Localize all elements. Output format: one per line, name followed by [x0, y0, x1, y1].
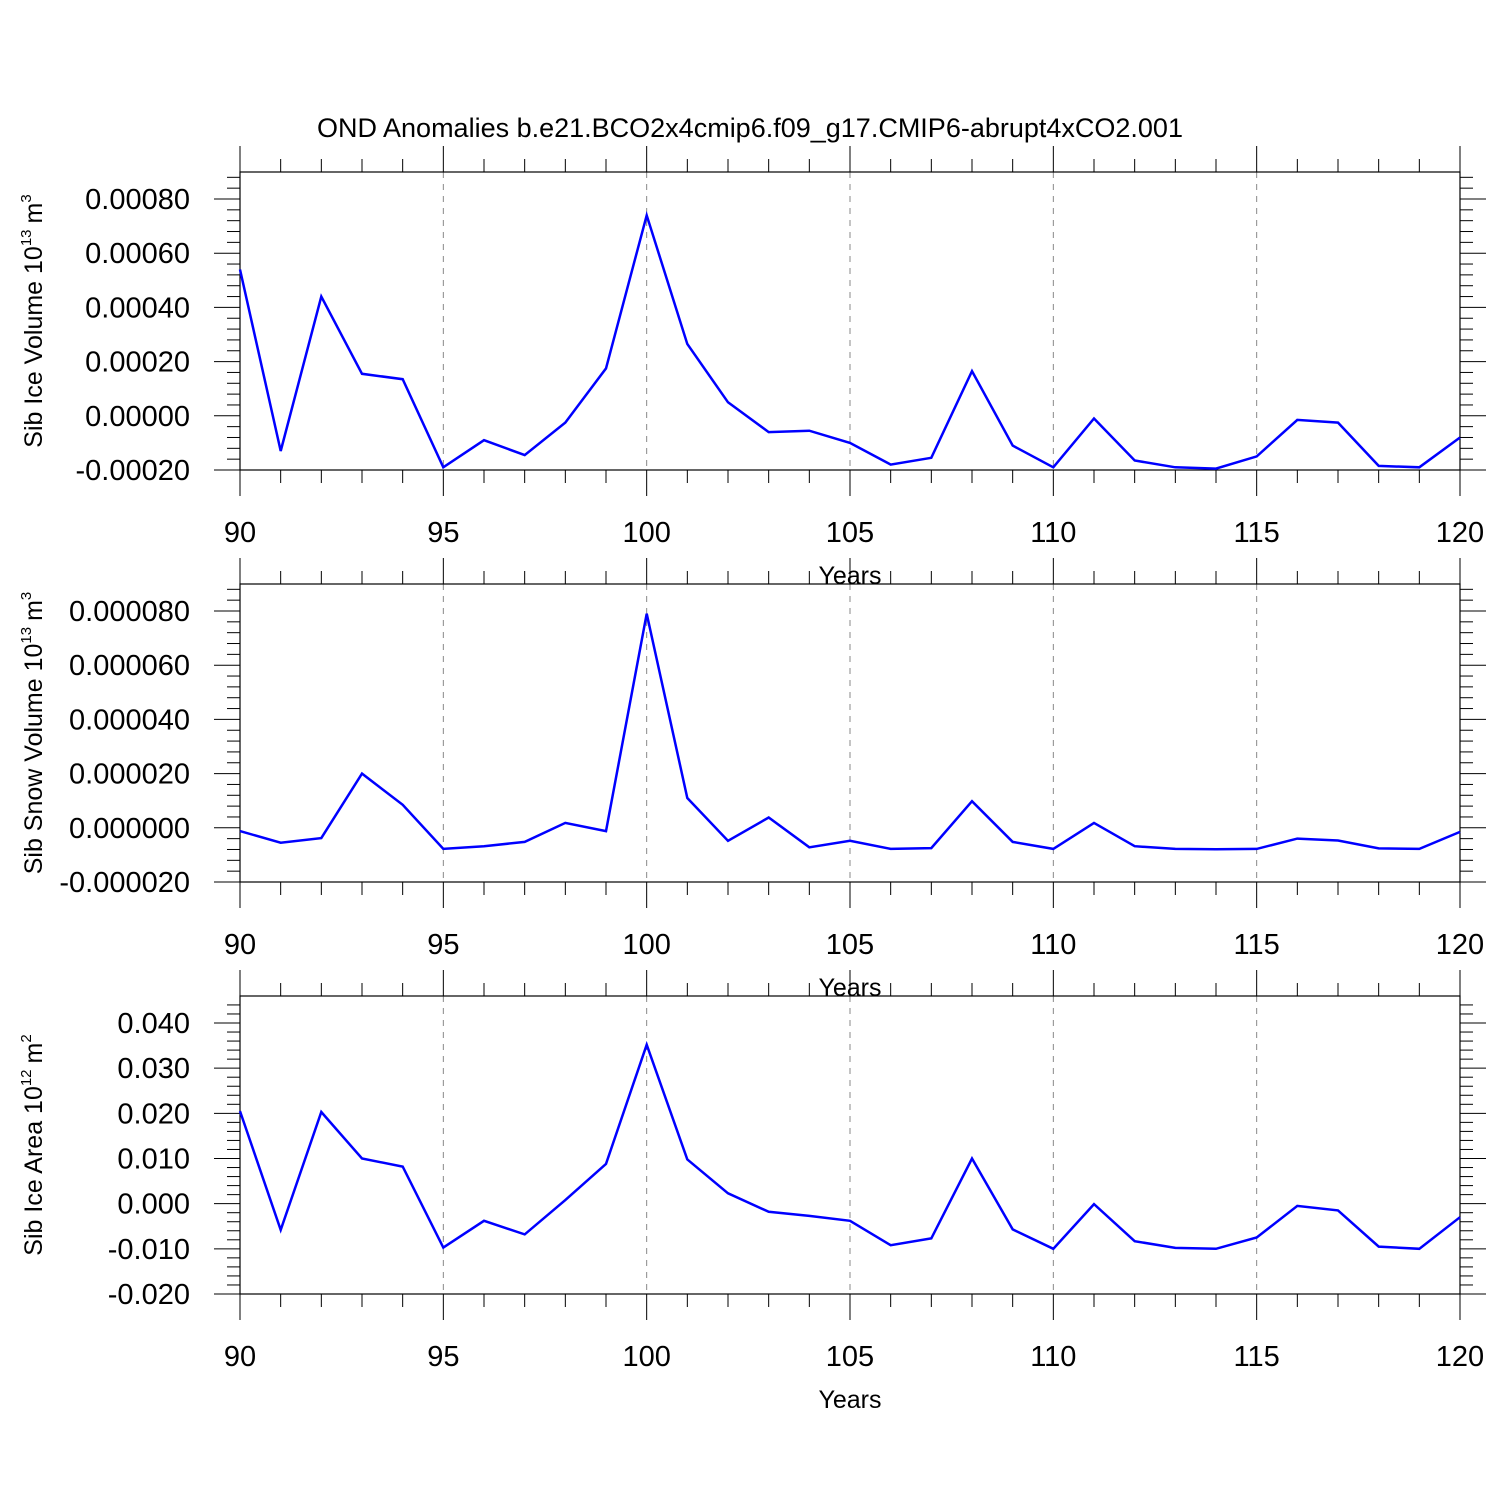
x-tick-label: 110 — [1030, 1341, 1076, 1373]
y-axis-label-unit: m — [20, 1043, 48, 1064]
y-tick-label: 0.000000 — [69, 813, 190, 845]
y-tick-label: 0.00040 — [85, 292, 190, 324]
x-tick-label: 90 — [224, 1341, 256, 1373]
x-tick-label: 95 — [427, 1341, 459, 1373]
y-axis-label-exponent: 12 — [18, 1069, 35, 1086]
x-axis-label: Years — [818, 1386, 881, 1414]
x-tick-label: 115 — [1234, 1341, 1280, 1373]
y-axis-label-unit: m — [20, 203, 48, 224]
x-tick-label: 120 — [1436, 1341, 1484, 1373]
x-tick-label: 120 — [1436, 517, 1484, 549]
y-tick-label: -0.020 — [108, 1279, 190, 1311]
y-tick-label: 0.00020 — [85, 347, 190, 379]
y-axis-label-text: Sib Ice Area 10 — [20, 1086, 48, 1256]
chart-title: OND Anomalies b.e21.BCO2x4cmip6.f09_g17.… — [317, 113, 1183, 143]
x-tick-label: 100 — [622, 517, 670, 549]
y-tick-label: -0.00020 — [76, 455, 191, 487]
x-tick-label: 120 — [1436, 929, 1484, 961]
x-tick-label: 100 — [622, 1341, 670, 1373]
y-axis-label-text: Sib Snow Volume 10 — [20, 644, 48, 875]
y-tick-label: -0.010 — [108, 1234, 190, 1266]
panel-1: 90 95 100 105 110 115 120Years-0.000200.000000… — [18, 146, 1486, 590]
x-tick-label: 105 — [826, 517, 874, 549]
series-line — [239, 613, 1461, 851]
y-axis-label-unit-exponent: 2 — [18, 1034, 35, 1042]
y-tick-label: 0.00080 — [85, 184, 190, 216]
x-tick-label: 90 — [224, 929, 256, 961]
y-axis-label-unit-exponent: 3 — [18, 592, 35, 600]
panel-2: 90 95 100 105 110 115 120Years-0.0000200.00000… — [18, 558, 1486, 1002]
series-line — [238, 1040, 1461, 1251]
x-tick-label: 90 — [224, 517, 256, 549]
x-tick-label: 105 — [826, 929, 874, 961]
y-tick-label: 0.000020 — [69, 759, 190, 791]
y-tick-label: 0.000080 — [69, 596, 190, 628]
y-tick-label: -0.000020 — [59, 867, 190, 899]
y-tick-label: 0.00060 — [85, 238, 190, 270]
y-axis-label: Sib Snow Volume 1013 m3 — [18, 592, 48, 875]
y-tick-label: 0.020 — [117, 1098, 190, 1130]
series-line — [238, 210, 1461, 470]
x-tick-label: 115 — [1234, 929, 1280, 961]
x-tick-label: 95 — [427, 929, 459, 961]
y-axis-label-exponent: 13 — [18, 627, 35, 644]
x-tick-label: 95 — [427, 517, 459, 549]
y-tick-label: 0.000060 — [69, 650, 190, 682]
y-axis-label: Sib Ice Area 1012 m2 — [18, 1034, 48, 1255]
x-tick-label: 100 — [622, 929, 670, 961]
y-axis-label: Sib Ice Volume 1013 m3 — [18, 194, 48, 447]
y-axis-label-unit-exponent: 3 — [18, 194, 35, 202]
y-axis-label-exponent: 13 — [18, 229, 35, 246]
x-tick-label: 115 — [1234, 517, 1280, 549]
y-tick-label: 0.040 — [117, 1008, 190, 1040]
y-tick-label: 0.000040 — [69, 704, 190, 736]
y-tick-label: 0.030 — [117, 1053, 190, 1085]
y-tick-label: 0.00000 — [85, 401, 190, 433]
y-tick-label: 0.000 — [117, 1189, 190, 1221]
y-axis-label-text: Sib Ice Volume 10 — [20, 246, 48, 448]
x-tick-label: 105 — [826, 1341, 874, 1373]
panel-3: 90 95 100 105 110 115 120 Years -0.020 -0.010 0.00… — [18, 970, 1486, 1414]
x-tick-label: 110 — [1030, 517, 1076, 549]
y-tick-label: 0.010 — [117, 1144, 190, 1176]
x-tick-label: 110 — [1030, 929, 1076, 961]
y-axis-label-unit: m — [20, 600, 48, 621]
